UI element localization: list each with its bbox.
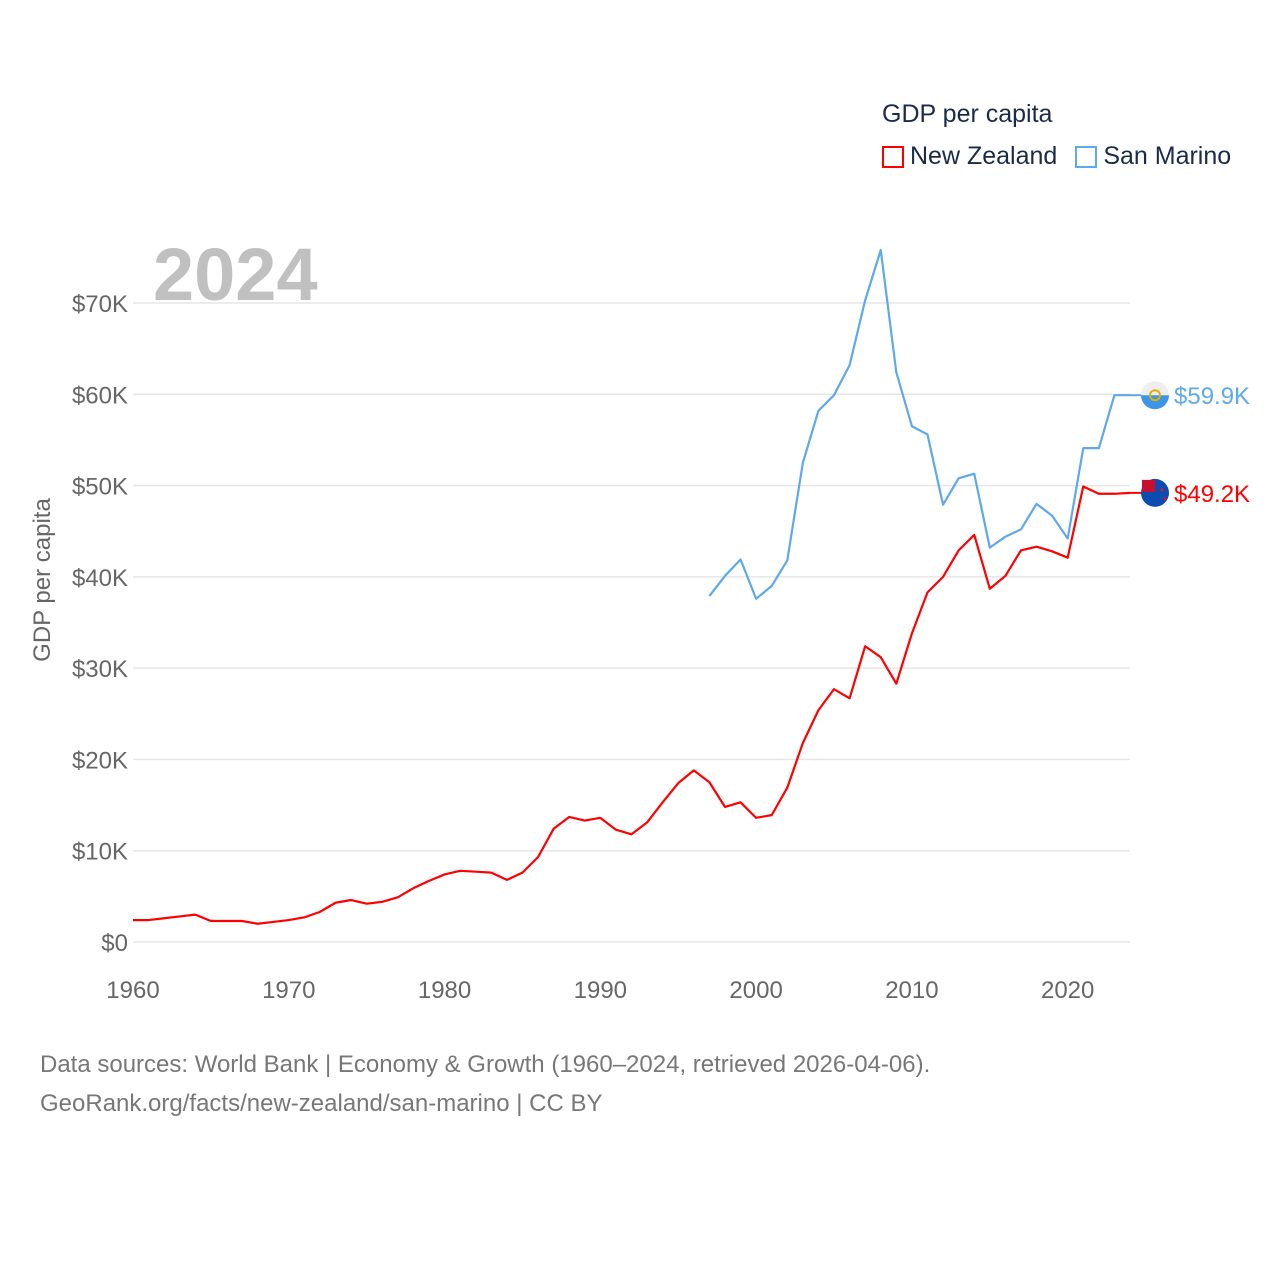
flag-emblem xyxy=(1149,389,1161,402)
x-tick-label: 2000 xyxy=(729,977,782,1004)
series-line-san-marino xyxy=(708,248,1130,600)
y-tick-label: $30K xyxy=(72,656,128,683)
x-tick-label: 1970 xyxy=(262,977,315,1004)
legend-label: New Zealand xyxy=(910,142,1058,170)
x-tick-label: 2020 xyxy=(1041,977,1094,1004)
year-watermark: 2024 xyxy=(153,233,318,316)
source-note: Data sources: World Bank | Economy & Gro… xyxy=(40,1045,930,1123)
flag-star xyxy=(1160,488,1164,492)
source-line-1: Data sources: World Bank | Economy & Gro… xyxy=(40,1051,931,1078)
source-line-2[interactable]: GeoRank.org/facts/new-zealand/san-marino… xyxy=(40,1090,603,1117)
legend-swatch-new-zealand xyxy=(882,145,904,168)
legend-item-new-zealand[interactable]: New Zealand xyxy=(882,142,1057,171)
legend-item-san-marino[interactable]: San Marino xyxy=(1075,142,1231,171)
x-tick-label: 2010 xyxy=(885,977,938,1004)
legend: New Zealand San Marino xyxy=(882,142,1231,171)
y-tick-label: $10K xyxy=(72,839,128,866)
y-tick-label: $60K xyxy=(72,382,128,409)
flag-star xyxy=(1163,497,1167,501)
y-axis-label: GDP per capita xyxy=(29,498,56,662)
y-tick-label: $50K xyxy=(72,474,128,501)
series-line-new-zealand xyxy=(133,485,1131,925)
y-tick-label: $70K xyxy=(72,291,128,318)
flag-blue-half xyxy=(1141,395,1169,410)
end-value-label: $49.2K xyxy=(1174,481,1250,508)
y-tick-label: $20K xyxy=(72,747,128,774)
flag-union-jack xyxy=(1142,479,1155,492)
legend-label: San Marino xyxy=(1103,142,1232,170)
legend-title: GDP per capita xyxy=(882,100,1053,128)
end-value-label: $59.9K xyxy=(1174,383,1250,410)
y-tick-label: $40K xyxy=(72,565,128,592)
y-tick-label: $0 xyxy=(101,930,128,957)
legend-swatch-san-marino xyxy=(1075,145,1098,168)
x-tick-label: 1980 xyxy=(418,977,471,1004)
x-tick-label: 1960 xyxy=(106,977,159,1004)
x-tick-label: 1990 xyxy=(574,977,627,1004)
